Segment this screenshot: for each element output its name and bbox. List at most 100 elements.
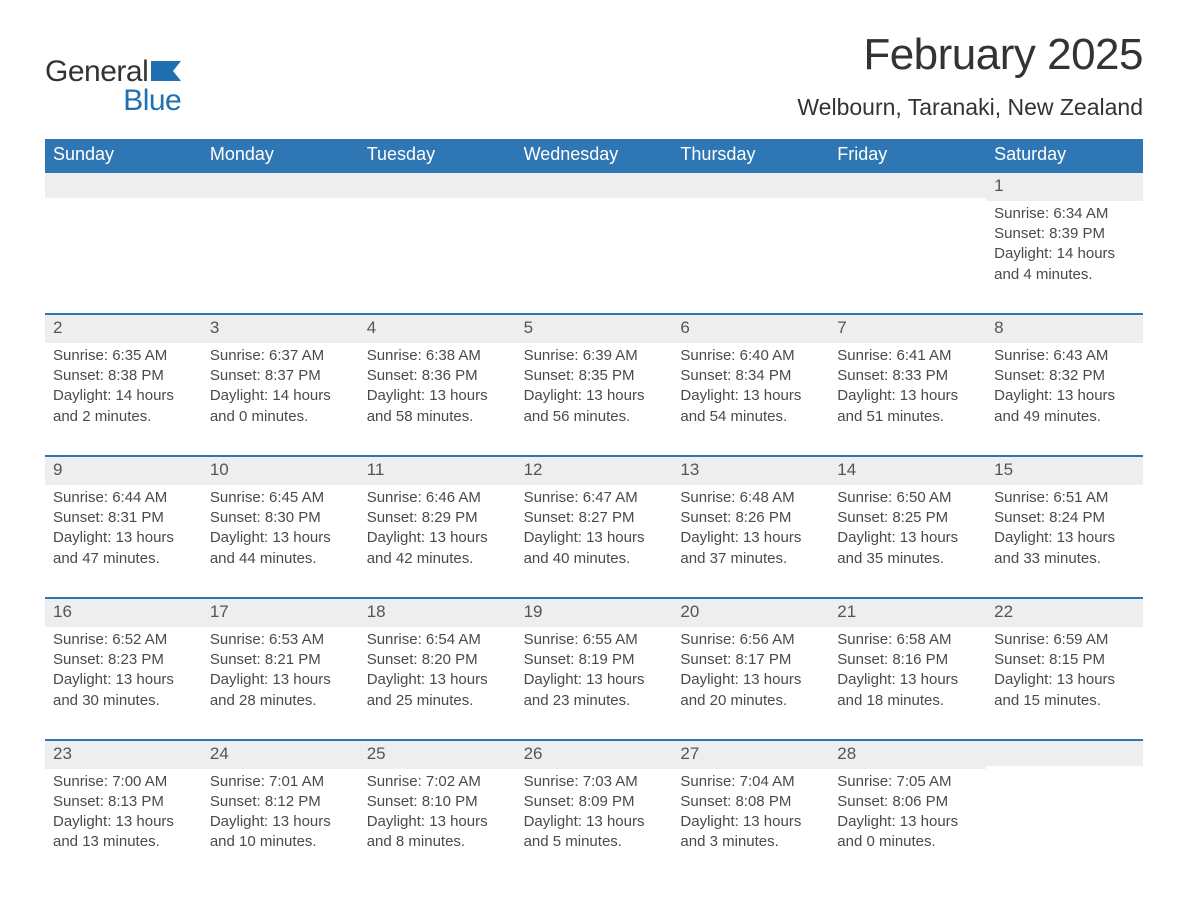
day-body: Sunrise: 6:51 AMSunset: 8:24 PMDaylight:… <box>986 485 1143 573</box>
sunrise-text: Sunrise: 6:43 AM <box>994 346 1135 366</box>
sunrise-text: Sunrise: 6:55 AM <box>524 630 665 650</box>
daylight-text: Daylight: 13 hours and 0 minutes. <box>837 812 978 853</box>
day-number: 18 <box>359 599 516 627</box>
day-cell: 20Sunrise: 6:56 AMSunset: 8:17 PMDayligh… <box>672 599 829 715</box>
day-number: 4 <box>359 315 516 343</box>
sunrise-text: Sunrise: 6:54 AM <box>367 630 508 650</box>
day-number <box>359 173 516 198</box>
sunrise-text: Sunrise: 7:04 AM <box>680 772 821 792</box>
day-number: 24 <box>202 741 359 769</box>
day-cell <box>672 173 829 289</box>
sunrise-text: Sunrise: 6:39 AM <box>524 346 665 366</box>
day-body: Sunrise: 6:40 AMSunset: 8:34 PMDaylight:… <box>672 343 829 431</box>
weekday-header: Sunday <box>45 139 202 171</box>
sunrise-text: Sunrise: 7:05 AM <box>837 772 978 792</box>
day-number: 11 <box>359 457 516 485</box>
sunset-text: Sunset: 8:36 PM <box>367 366 508 386</box>
day-number <box>986 741 1143 766</box>
weekday-header: Friday <box>829 139 986 171</box>
sunset-text: Sunset: 8:30 PM <box>210 508 351 528</box>
day-number: 25 <box>359 741 516 769</box>
day-cell: 28Sunrise: 7:05 AMSunset: 8:06 PMDayligh… <box>829 741 986 857</box>
sunset-text: Sunset: 8:13 PM <box>53 792 194 812</box>
day-number: 23 <box>45 741 202 769</box>
sunset-text: Sunset: 8:39 PM <box>994 224 1135 244</box>
day-number: 5 <box>516 315 673 343</box>
daylight-text: Daylight: 13 hours and 18 minutes. <box>837 670 978 711</box>
day-body: Sunrise: 6:58 AMSunset: 8:16 PMDaylight:… <box>829 627 986 715</box>
day-number: 26 <box>516 741 673 769</box>
day-body: Sunrise: 6:37 AMSunset: 8:37 PMDaylight:… <box>202 343 359 431</box>
day-number: 3 <box>202 315 359 343</box>
sunset-text: Sunset: 8:16 PM <box>837 650 978 670</box>
sunrise-text: Sunrise: 7:03 AM <box>524 772 665 792</box>
daylight-text: Daylight: 13 hours and 25 minutes. <box>367 670 508 711</box>
sunset-text: Sunset: 8:08 PM <box>680 792 821 812</box>
weekday-header: Thursday <box>672 139 829 171</box>
day-cell: 15Sunrise: 6:51 AMSunset: 8:24 PMDayligh… <box>986 457 1143 573</box>
day-body: Sunrise: 6:54 AMSunset: 8:20 PMDaylight:… <box>359 627 516 715</box>
daylight-text: Daylight: 13 hours and 33 minutes. <box>994 528 1135 569</box>
sunrise-text: Sunrise: 6:50 AM <box>837 488 978 508</box>
day-number <box>829 173 986 198</box>
day-cell: 13Sunrise: 6:48 AMSunset: 8:26 PMDayligh… <box>672 457 829 573</box>
sunrise-text: Sunrise: 6:45 AM <box>210 488 351 508</box>
day-body: Sunrise: 7:00 AMSunset: 8:13 PMDaylight:… <box>45 769 202 857</box>
daylight-text: Daylight: 13 hours and 30 minutes. <box>53 670 194 711</box>
sunset-text: Sunset: 8:27 PM <box>524 508 665 528</box>
day-number: 21 <box>829 599 986 627</box>
sunrise-text: Sunrise: 6:34 AM <box>994 204 1135 224</box>
sunrise-text: Sunrise: 6:52 AM <box>53 630 194 650</box>
day-number: 9 <box>45 457 202 485</box>
day-cell: 4Sunrise: 6:38 AMSunset: 8:36 PMDaylight… <box>359 315 516 431</box>
sunrise-text: Sunrise: 6:48 AM <box>680 488 821 508</box>
daylight-text: Daylight: 13 hours and 15 minutes. <box>994 670 1135 711</box>
sunrise-text: Sunrise: 7:01 AM <box>210 772 351 792</box>
sunset-text: Sunset: 8:37 PM <box>210 366 351 386</box>
sunrise-text: Sunrise: 7:00 AM <box>53 772 194 792</box>
day-number: 13 <box>672 457 829 485</box>
day-cell: 14Sunrise: 6:50 AMSunset: 8:25 PMDayligh… <box>829 457 986 573</box>
day-number: 6 <box>672 315 829 343</box>
day-number: 22 <box>986 599 1143 627</box>
month-title: February 2025 <box>797 30 1143 80</box>
day-cell: 11Sunrise: 6:46 AMSunset: 8:29 PMDayligh… <box>359 457 516 573</box>
day-cell: 19Sunrise: 6:55 AMSunset: 8:19 PMDayligh… <box>516 599 673 715</box>
day-number: 15 <box>986 457 1143 485</box>
day-number: 16 <box>45 599 202 627</box>
week-row: 23Sunrise: 7:00 AMSunset: 8:13 PMDayligh… <box>45 739 1143 857</box>
week-row: 16Sunrise: 6:52 AMSunset: 8:23 PMDayligh… <box>45 597 1143 715</box>
day-cell: 23Sunrise: 7:00 AMSunset: 8:13 PMDayligh… <box>45 741 202 857</box>
day-cell: 17Sunrise: 6:53 AMSunset: 8:21 PMDayligh… <box>202 599 359 715</box>
sunset-text: Sunset: 8:38 PM <box>53 366 194 386</box>
day-body: Sunrise: 7:01 AMSunset: 8:12 PMDaylight:… <box>202 769 359 857</box>
day-cell: 8Sunrise: 6:43 AMSunset: 8:32 PMDaylight… <box>986 315 1143 431</box>
sunrise-text: Sunrise: 6:51 AM <box>994 488 1135 508</box>
calendar: SundayMondayTuesdayWednesdayThursdayFrid… <box>45 139 1143 857</box>
weekday-header-row: SundayMondayTuesdayWednesdayThursdayFrid… <box>45 139 1143 171</box>
sunrise-text: Sunrise: 6:35 AM <box>53 346 194 366</box>
day-body: Sunrise: 6:53 AMSunset: 8:21 PMDaylight:… <box>202 627 359 715</box>
day-cell: 3Sunrise: 6:37 AMSunset: 8:37 PMDaylight… <box>202 315 359 431</box>
day-body: Sunrise: 6:44 AMSunset: 8:31 PMDaylight:… <box>45 485 202 573</box>
day-body: Sunrise: 7:04 AMSunset: 8:08 PMDaylight:… <box>672 769 829 857</box>
day-number: 19 <box>516 599 673 627</box>
header: General Blue February 2025 Welbourn, Tar… <box>45 30 1143 121</box>
sunset-text: Sunset: 8:23 PM <box>53 650 194 670</box>
daylight-text: Daylight: 14 hours and 4 minutes. <box>994 244 1135 285</box>
day-cell: 27Sunrise: 7:04 AMSunset: 8:08 PMDayligh… <box>672 741 829 857</box>
daylight-text: Daylight: 13 hours and 37 minutes. <box>680 528 821 569</box>
day-body: Sunrise: 6:47 AMSunset: 8:27 PMDaylight:… <box>516 485 673 573</box>
sunset-text: Sunset: 8:09 PM <box>524 792 665 812</box>
weekday-header: Monday <box>202 139 359 171</box>
day-body: Sunrise: 7:05 AMSunset: 8:06 PMDaylight:… <box>829 769 986 857</box>
sunset-text: Sunset: 8:10 PM <box>367 792 508 812</box>
daylight-text: Daylight: 13 hours and 54 minutes. <box>680 386 821 427</box>
sunset-text: Sunset: 8:17 PM <box>680 650 821 670</box>
day-number: 2 <box>45 315 202 343</box>
sunrise-text: Sunrise: 6:37 AM <box>210 346 351 366</box>
sunset-text: Sunset: 8:20 PM <box>367 650 508 670</box>
daylight-text: Daylight: 13 hours and 20 minutes. <box>680 670 821 711</box>
daylight-text: Daylight: 13 hours and 13 minutes. <box>53 812 194 853</box>
day-cell: 2Sunrise: 6:35 AMSunset: 8:38 PMDaylight… <box>45 315 202 431</box>
